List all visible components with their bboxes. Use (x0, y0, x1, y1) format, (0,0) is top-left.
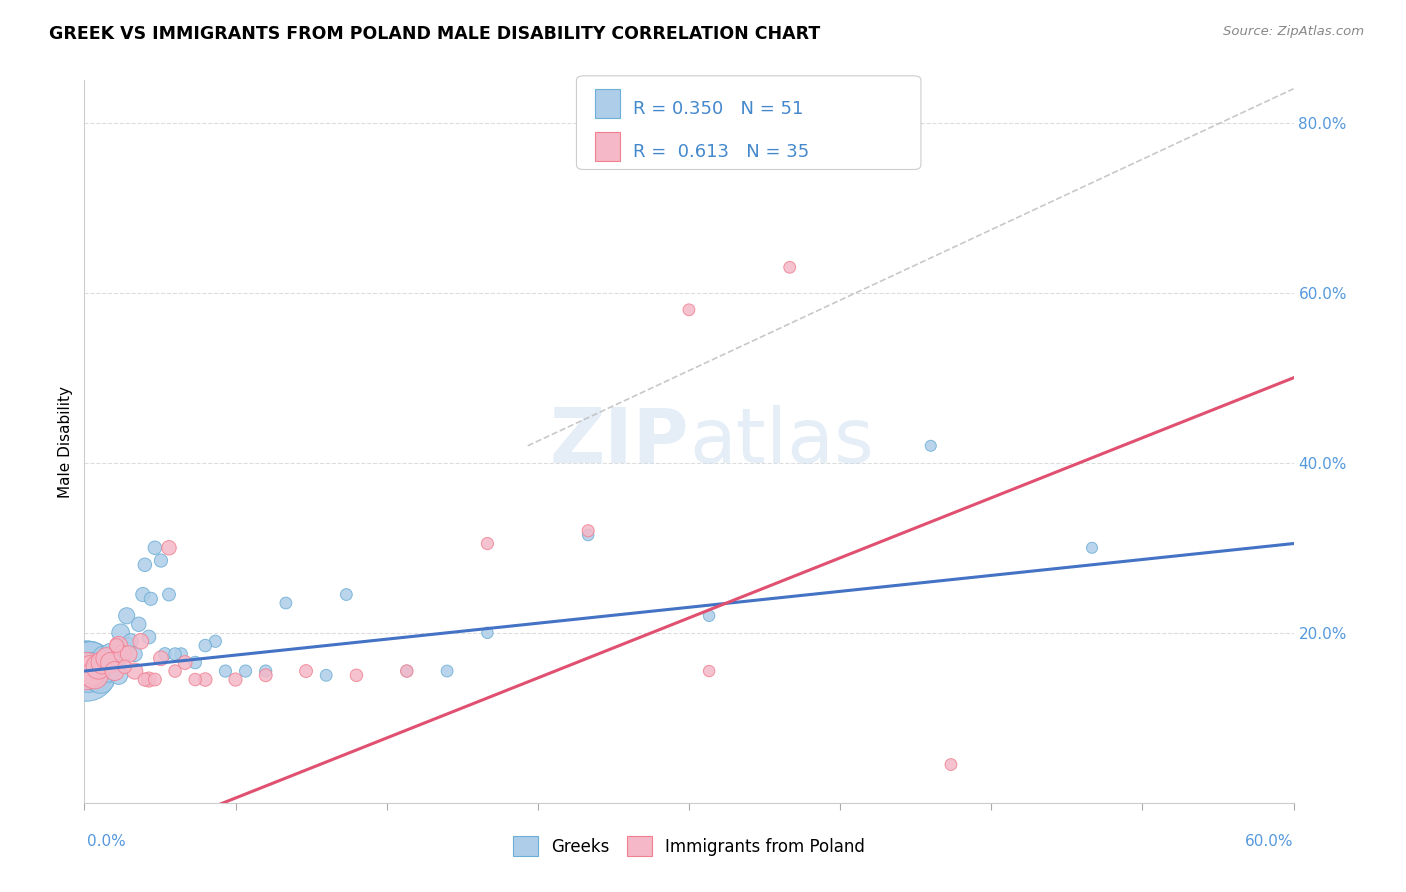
Point (477, 536, 499, 550)
Point (82, 664, 104, 678)
Point (697, 664, 720, 678)
Point (254, 668, 277, 682)
Point (120, 634, 142, 648)
Point (115, 608, 138, 623)
Point (86, 668, 108, 682)
Point (346, 668, 368, 682)
Point (194, 639, 217, 653)
Point (779, 260, 801, 275)
Y-axis label: Male Disability: Male Disability (58, 385, 73, 498)
Point (77, 660, 100, 674)
Point (143, 673, 166, 687)
Point (214, 664, 236, 678)
Point (184, 673, 207, 687)
Point (194, 673, 217, 687)
Point (1081, 541, 1104, 555)
Point (87, 660, 110, 674)
Point (105, 656, 128, 670)
Point (128, 617, 150, 632)
Point (697, 608, 720, 623)
Point (477, 625, 499, 640)
Point (436, 664, 458, 678)
Point (204, 634, 226, 648)
Point (100, 647, 122, 661)
Point (107, 668, 129, 682)
Point (235, 664, 257, 678)
Point (157, 541, 180, 555)
Point (153, 647, 176, 661)
Point (104, 664, 127, 678)
Point (83, 664, 105, 678)
Text: ZIP: ZIP (550, 405, 689, 478)
Point (274, 596, 297, 610)
Legend: Greeks, Immigrants from Poland: Greeks, Immigrants from Poland (506, 830, 872, 863)
Point (111, 647, 134, 661)
Point (89, 673, 111, 687)
Point (174, 656, 197, 670)
Point (576, 524, 599, 538)
Point (75, 664, 97, 678)
Point (96, 651, 118, 665)
Point (87, 664, 110, 678)
Point (91, 656, 114, 670)
Point (149, 553, 172, 567)
Point (134, 673, 156, 687)
Point (157, 588, 180, 602)
Point (138, 673, 160, 687)
Point (110, 625, 132, 640)
Point (114, 660, 136, 674)
Point (295, 664, 318, 678)
Point (75, 664, 97, 678)
Point (100, 656, 122, 670)
Point (124, 647, 146, 661)
Point (79, 664, 101, 678)
Point (129, 634, 152, 648)
Point (134, 558, 156, 572)
Point (170, 647, 193, 661)
Point (920, 439, 942, 453)
Point (118, 639, 141, 653)
Text: Source: ZipAtlas.com: Source: ZipAtlas.com (1223, 25, 1364, 38)
Point (114, 642, 136, 657)
Text: R =  0.613   N = 35: R = 0.613 N = 35 (633, 143, 808, 161)
Point (111, 647, 134, 661)
Point (105, 639, 128, 653)
Point (96, 656, 118, 670)
Text: atlas: atlas (689, 405, 873, 478)
Point (165, 664, 187, 678)
Point (93, 651, 115, 665)
Point (184, 656, 207, 670)
Text: R = 0.350   N = 51: R = 0.350 N = 51 (633, 100, 803, 118)
Point (225, 673, 247, 687)
Point (79, 656, 101, 670)
Point (165, 647, 187, 661)
Point (101, 656, 124, 670)
Point (149, 651, 172, 665)
Point (395, 664, 418, 678)
Point (97, 664, 120, 678)
Point (254, 664, 277, 678)
Point (124, 664, 146, 678)
Point (138, 630, 160, 644)
Point (335, 588, 357, 602)
Point (139, 591, 162, 606)
Point (118, 647, 141, 661)
Point (395, 664, 418, 678)
Point (939, 757, 962, 772)
Text: 60.0%: 60.0% (1246, 834, 1294, 849)
Point (143, 541, 166, 555)
Point (678, 302, 700, 317)
Point (91, 660, 114, 674)
Point (315, 668, 337, 682)
Point (83, 668, 105, 682)
Point (132, 588, 155, 602)
Point (576, 528, 599, 542)
Text: 0.0%: 0.0% (87, 834, 127, 849)
Text: GREEK VS IMMIGRANTS FROM POLAND MALE DISABILITY CORRELATION CHART: GREEK VS IMMIGRANTS FROM POLAND MALE DIS… (49, 25, 821, 43)
Point (107, 639, 129, 653)
Point (104, 660, 127, 674)
